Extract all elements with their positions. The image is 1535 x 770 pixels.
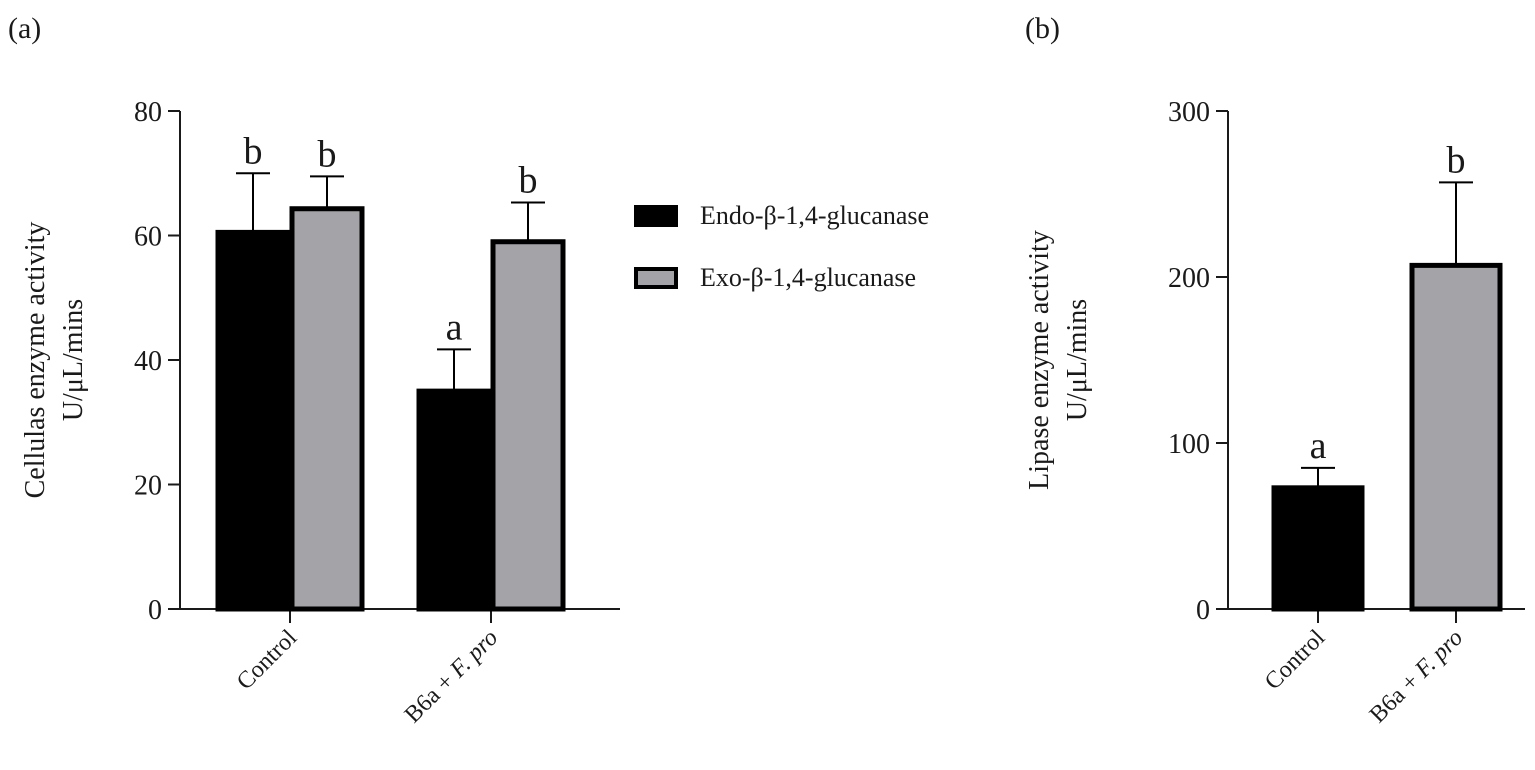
y-axis-title-line: Cellulas enzyme activity	[20, 222, 51, 499]
significance-letter: a	[1310, 425, 1327, 467]
bar	[1409, 262, 1503, 612]
bar	[416, 388, 492, 612]
bar	[490, 239, 566, 612]
significance-letter: b	[1447, 139, 1466, 181]
y-tick-label: 0	[148, 595, 162, 626]
y-axis-title-line: Lipase enzyme activity	[1024, 230, 1055, 490]
significance-letter: b	[519, 160, 538, 202]
legend-swatch	[634, 205, 678, 227]
y-tick-label: 100	[1168, 429, 1210, 460]
y-tick-label: 40	[134, 346, 162, 377]
y-axis-title: Cellulas enzyme activity U/μL/mins	[20, 222, 89, 499]
bar	[289, 206, 365, 612]
y-axis-title-line: U/μL/mins	[1062, 299, 1093, 421]
y-axis-title-line: U/μL/mins	[58, 299, 89, 421]
bar	[215, 229, 291, 612]
y-tick-label: 300	[1168, 97, 1210, 128]
x-tick-label: Control	[1260, 625, 1330, 695]
y-tick-label: 20	[134, 471, 162, 502]
x-tick-label: B6a + F. pro	[400, 625, 503, 728]
panel-label-b: (b)	[1025, 12, 1060, 45]
significance-letter: b	[318, 133, 337, 175]
y-tick-label: 0	[1196, 595, 1210, 626]
chart-cellulase: 0 20 40 60 80 Cellulas enzyme activity U/μL/mi…	[20, 97, 620, 728]
y-tick-label: 200	[1168, 263, 1210, 294]
panel-label-a: (a)	[8, 12, 41, 45]
x-tick-label: Control	[232, 625, 302, 695]
y-tick-label: 60	[134, 222, 162, 253]
legend-label: Exo-β-1,4-glucanase	[700, 263, 916, 292]
significance-letter: a	[446, 306, 463, 348]
y-tick-label: 80	[134, 97, 162, 128]
y-axis-title: Lipase enzyme activity U/μL/mins	[1024, 230, 1093, 490]
x-tick-label: B6a + F. pro	[1365, 625, 1468, 728]
significance-letter: b	[244, 130, 263, 172]
legend-label: Endo-β-1,4-glucanase	[700, 201, 929, 230]
bar	[1271, 485, 1365, 612]
chart-legend: Endo-β-1,4-glucanase Exo-β-1,4-glucanase	[634, 201, 929, 292]
legend-swatch	[634, 267, 678, 289]
chart-lipase: 0 100 200 300 Lipase enzyme activity U/μL/min…	[1024, 97, 1525, 728]
